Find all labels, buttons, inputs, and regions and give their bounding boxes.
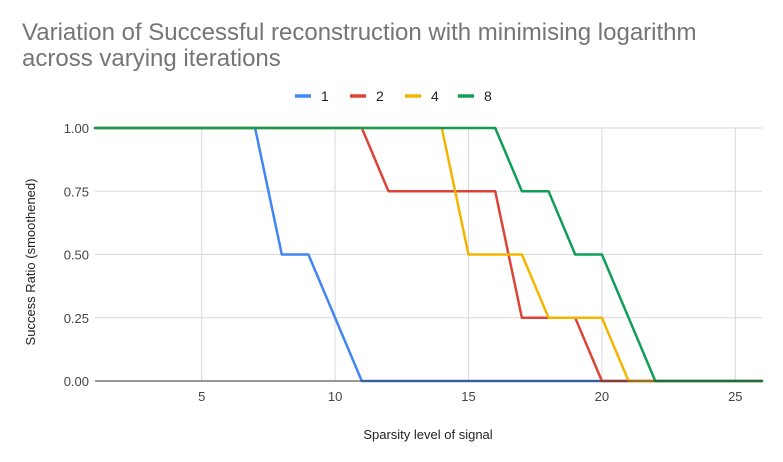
y-axis-label: Success Ratio (smoothened) <box>23 179 38 346</box>
legend-item-8[interactable]: 8 <box>458 88 492 104</box>
series-line-8 <box>93 126 764 383</box>
legend-item-4[interactable]: 4 <box>405 88 439 104</box>
x-tick-label: 10 <box>328 389 342 404</box>
legend-label: 8 <box>484 88 492 104</box>
x-axis-label: Sparsity level of signal <box>363 427 492 442</box>
chart-title: Variation of Successful reconstruction w… <box>22 19 697 72</box>
legend-item-1[interactable]: 1 <box>295 88 329 104</box>
y-tick-label: 0.50 <box>64 248 89 263</box>
series-line-4 <box>93 126 764 383</box>
y-tick-label: 1.00 <box>64 121 89 136</box>
y-tick-label: 0.75 <box>64 184 89 199</box>
legend-label: 1 <box>321 88 329 104</box>
x-tick-label: 15 <box>461 389 475 404</box>
y-tick-label: 0.25 <box>64 311 89 326</box>
x-tick-label: 5 <box>198 389 205 404</box>
x-tick-label: 20 <box>595 389 609 404</box>
x-tick-label: 25 <box>728 389 742 404</box>
legend-label: 4 <box>431 88 439 104</box>
y-tick-label: 0.00 <box>64 374 89 389</box>
legend-label: 2 <box>376 88 384 104</box>
legend-item-2[interactable]: 2 <box>350 88 384 104</box>
